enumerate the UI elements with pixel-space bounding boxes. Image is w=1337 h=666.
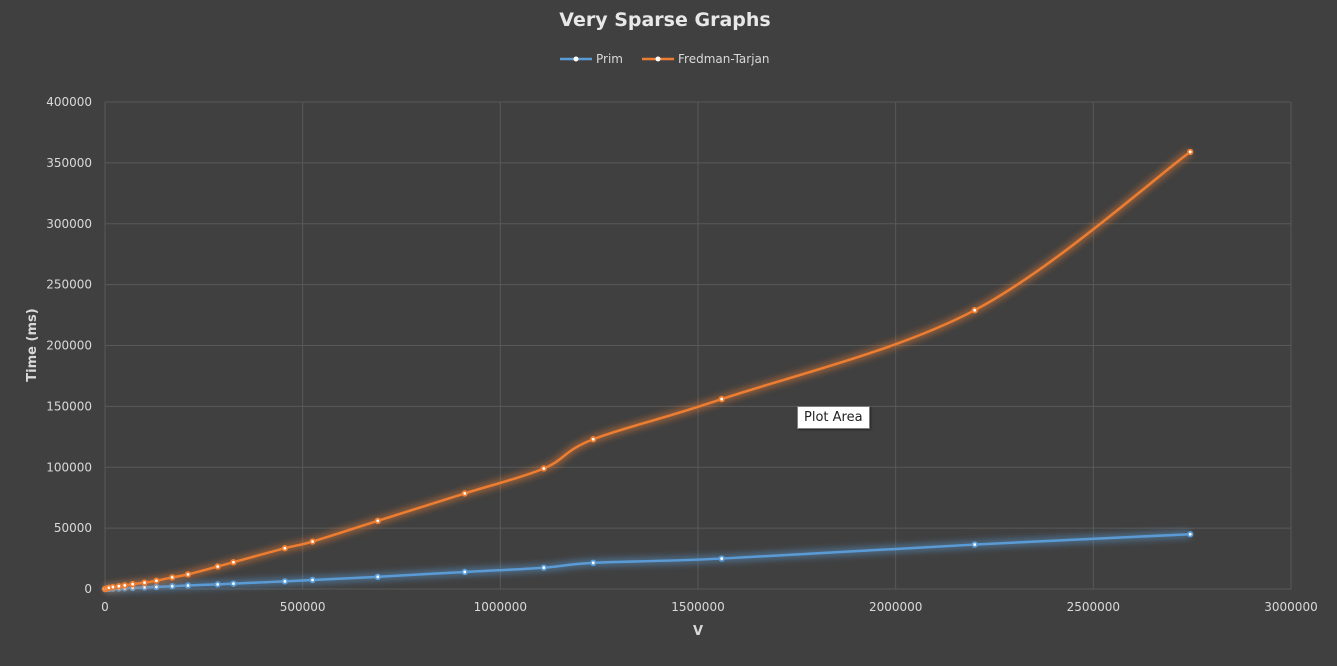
- data-point-highlight: [216, 582, 220, 586]
- data-point-highlight: [376, 575, 380, 579]
- data-point-highlight: [973, 308, 977, 312]
- data-point-highlight: [170, 584, 174, 588]
- data-point-highlight: [376, 519, 380, 523]
- legend[interactable]: Prim Fredman-Tarjan: [560, 52, 770, 66]
- legend-marker-fredman-tarjan: [655, 56, 661, 62]
- y-tick-label: 350000: [46, 156, 92, 170]
- data-point-highlight: [1188, 532, 1192, 536]
- data-point-highlight: [591, 561, 595, 565]
- y-tick-label: 200000: [46, 339, 92, 353]
- x-axis-title: V: [693, 624, 703, 639]
- plot-area-tooltip: Plot Area: [797, 406, 870, 429]
- data-point-highlight: [186, 572, 190, 576]
- y-tick-label: 0: [84, 582, 92, 596]
- data-point-highlight: [232, 582, 235, 586]
- series-fredman-tarjan[interactable]: [101, 148, 1194, 593]
- data-point-highlight: [143, 586, 146, 589]
- data-point-highlight: [463, 492, 467, 495]
- chart-title: Very Sparse Graphs: [559, 9, 770, 31]
- data-point-highlight: [720, 397, 724, 401]
- x-tick-label: 3000000: [1264, 600, 1317, 614]
- data-point-highlight: [542, 566, 546, 570]
- x-tick-label: 2000000: [869, 600, 922, 614]
- x-tick-label: 1000000: [474, 600, 527, 614]
- legend-label-prim: Prim: [596, 52, 623, 66]
- x-tick-label: 1500000: [671, 600, 724, 614]
- data-point-highlight: [1188, 150, 1192, 154]
- x-tick-label: 500000: [280, 600, 326, 614]
- y-tick-label: 250000: [46, 278, 92, 292]
- data-point-highlight: [111, 585, 115, 589]
- legend-item-fredman-tarjan[interactable]: Fredman-Tarjan: [642, 52, 770, 66]
- data-point-highlight: [154, 585, 158, 589]
- data-point-highlight: [311, 540, 314, 543]
- legend-label-fredman-tarjan: Fredman-Tarjan: [678, 52, 770, 66]
- data-point-highlight: [232, 560, 235, 564]
- data-point-highlight: [123, 583, 127, 587]
- data-point-highlight: [720, 557, 724, 560]
- data-point-highlight: [154, 579, 158, 583]
- x-tick-label: 2500000: [1067, 600, 1120, 614]
- y-tick-label: 300000: [46, 217, 92, 231]
- legend-item-prim[interactable]: Prim: [560, 52, 623, 66]
- y-tick-label: 100000: [46, 460, 92, 474]
- y-tick-label: 150000: [46, 399, 92, 413]
- data-point-highlight: [283, 579, 287, 583]
- data-point-highlight: [143, 581, 146, 585]
- data-point-highlight: [973, 543, 977, 546]
- data-point-highlight: [216, 565, 220, 568]
- data-point-highlight: [591, 437, 595, 441]
- series-layer: [101, 148, 1194, 593]
- y-axis-title: Time (ms): [25, 308, 40, 381]
- axes: 0 50000 100000 150000 200000 250000 300000 3500…: [46, 95, 1318, 614]
- y-tick-label: 400000: [46, 95, 92, 109]
- data-point-highlight: [107, 586, 111, 590]
- y-tick-label: 50000: [54, 521, 92, 535]
- data-point-highlight: [131, 582, 135, 586]
- data-point-highlight: [311, 578, 314, 582]
- data-point-highlight: [186, 584, 190, 587]
- data-point-highlight: [170, 576, 174, 579]
- legend-marker-prim: [573, 56, 579, 62]
- x-tick-label: 0: [101, 600, 109, 614]
- data-point-highlight: [283, 546, 287, 550]
- data-point-highlight: [117, 584, 121, 588]
- data-point-highlight: [463, 570, 467, 574]
- data-point-highlight: [542, 467, 546, 470]
